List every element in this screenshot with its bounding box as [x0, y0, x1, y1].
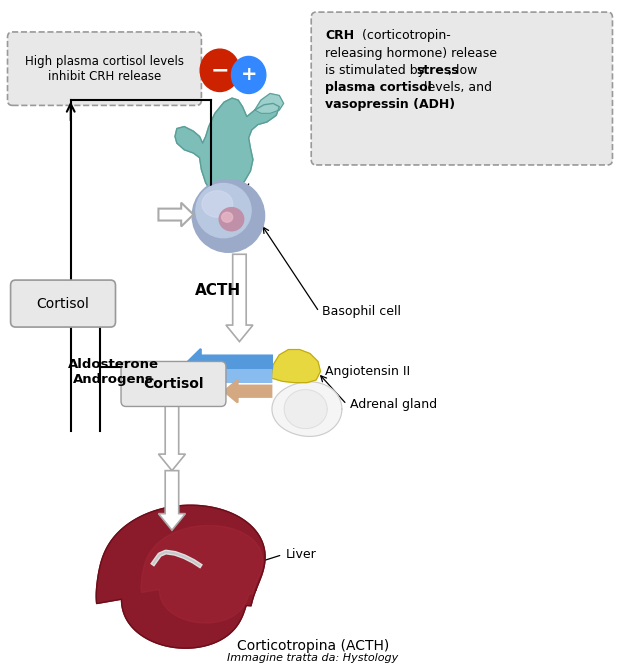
FancyArrow shape: [187, 349, 272, 375]
FancyBboxPatch shape: [311, 12, 613, 165]
FancyBboxPatch shape: [121, 362, 226, 407]
Text: CRH: CRH: [325, 29, 354, 42]
FancyBboxPatch shape: [11, 280, 115, 327]
Text: levels, and: levels, and: [421, 81, 492, 94]
Text: releasing hormone) release: releasing hormone) release: [325, 46, 497, 60]
Polygon shape: [255, 94, 284, 113]
Ellipse shape: [192, 180, 265, 253]
Text: Adrenal gland: Adrenal gland: [350, 398, 437, 411]
Polygon shape: [272, 382, 342, 436]
Text: vasopressin (ADH): vasopressin (ADH): [325, 98, 456, 111]
FancyArrow shape: [187, 364, 271, 388]
Text: Cortisol: Cortisol: [37, 297, 89, 311]
Ellipse shape: [222, 212, 233, 222]
Polygon shape: [175, 98, 280, 193]
Text: , low: , low: [448, 64, 477, 77]
Text: Basophil cell: Basophil cell: [322, 306, 401, 318]
Circle shape: [200, 49, 240, 92]
FancyArrow shape: [158, 470, 185, 530]
Text: High plasma cortisol levels
inhibit CRH release: High plasma cortisol levels inhibit CRH …: [25, 55, 184, 82]
Text: (corticotropin-: (corticotropin-: [358, 29, 451, 42]
Text: is stimulated by: is stimulated by: [325, 64, 429, 77]
Text: Angiotensin II: Angiotensin II: [325, 365, 411, 378]
Text: Androgens: Androgens: [73, 373, 154, 387]
Text: Immagine tratta da: Hystology: Immagine tratta da: Hystology: [227, 653, 399, 663]
Ellipse shape: [219, 208, 244, 230]
Polygon shape: [141, 525, 263, 623]
Text: Liver: Liver: [285, 548, 316, 561]
Circle shape: [232, 56, 266, 94]
Text: ACTH: ACTH: [195, 283, 241, 297]
Polygon shape: [96, 505, 265, 648]
Text: −: −: [210, 60, 229, 80]
Text: plasma cortisol: plasma cortisol: [325, 81, 432, 94]
FancyArrow shape: [158, 202, 193, 226]
FancyArrowPatch shape: [197, 357, 268, 366]
Polygon shape: [271, 350, 321, 383]
Text: +: +: [240, 66, 257, 84]
Text: stress: stress: [416, 64, 459, 77]
FancyArrow shape: [226, 255, 253, 342]
Text: Cortisol: Cortisol: [144, 377, 203, 391]
Polygon shape: [284, 390, 327, 429]
Text: Corticotropina (ACTH): Corticotropina (ACTH): [237, 639, 389, 653]
FancyArrow shape: [158, 403, 185, 470]
FancyBboxPatch shape: [7, 32, 202, 105]
FancyArrow shape: [224, 380, 271, 403]
Ellipse shape: [196, 184, 251, 238]
Text: Aldosterone: Aldosterone: [68, 358, 159, 371]
Ellipse shape: [202, 191, 233, 217]
